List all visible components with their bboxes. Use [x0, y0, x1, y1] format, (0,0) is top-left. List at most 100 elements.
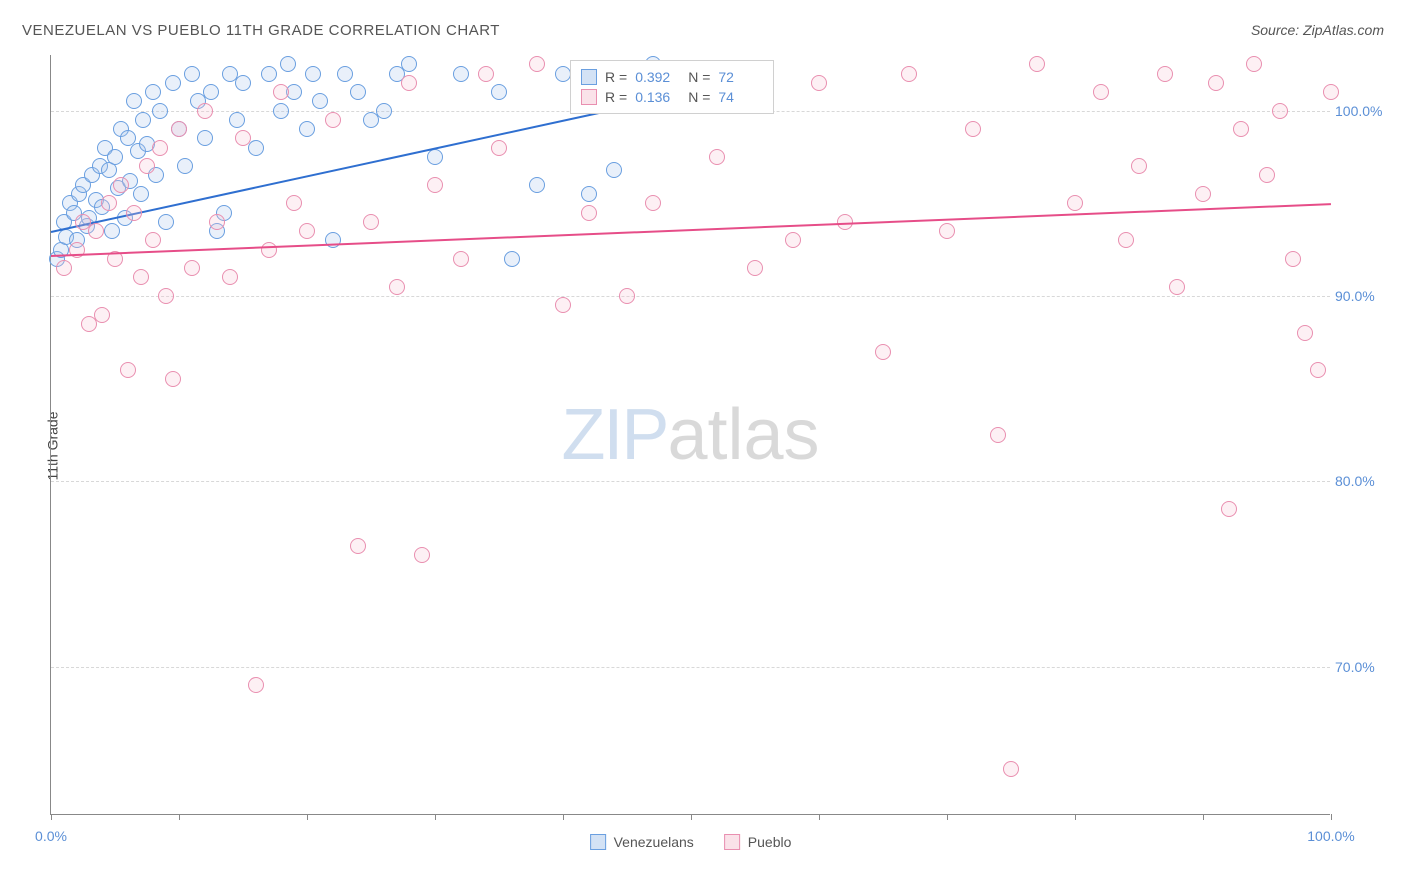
watermark-zip: ZIP	[561, 395, 667, 475]
x-tick	[1075, 814, 1076, 820]
x-tick	[563, 814, 564, 820]
watermark-atlas: atlas	[667, 395, 819, 475]
point-pueblo	[1157, 66, 1173, 82]
point-pueblo	[1131, 158, 1147, 174]
point-pueblo	[414, 547, 430, 563]
point-pueblo	[126, 205, 142, 221]
point-pueblo	[1208, 75, 1224, 91]
point-pueblo	[1323, 84, 1339, 100]
grid-line	[51, 481, 1330, 482]
point-pueblo	[747, 260, 763, 276]
point-venezuelans	[197, 130, 213, 146]
point-venezuelans	[261, 66, 277, 82]
point-pueblo	[197, 103, 213, 119]
stats-n-label: N =	[688, 69, 710, 85]
grid-line	[51, 296, 1330, 297]
point-venezuelans	[401, 56, 417, 72]
point-pueblo	[1029, 56, 1045, 72]
point-pueblo	[184, 260, 200, 276]
x-tick	[819, 814, 820, 820]
point-venezuelans	[273, 103, 289, 119]
point-venezuelans	[126, 93, 142, 109]
point-pueblo	[990, 427, 1006, 443]
point-pueblo	[453, 251, 469, 267]
y-tick-label: 70.0%	[1335, 659, 1390, 675]
point-pueblo	[235, 130, 251, 146]
legend-item-venezuelans: Venezuelans	[590, 834, 694, 850]
point-pueblo	[939, 223, 955, 239]
point-pueblo	[101, 195, 117, 211]
point-venezuelans	[504, 251, 520, 267]
stats-box: R = 0.392 N = 72 R = 0.136 N = 74	[570, 60, 774, 114]
chart-container: VENEZUELAN VS PUEBLO 11TH GRADE CORRELAT…	[0, 0, 1406, 892]
point-venezuelans	[555, 66, 571, 82]
point-venezuelans	[581, 186, 597, 202]
point-venezuelans	[177, 158, 193, 174]
point-pueblo	[133, 269, 149, 285]
legend-label-venezuelans: Venezuelans	[614, 834, 694, 850]
point-pueblo	[113, 177, 129, 193]
point-venezuelans	[184, 66, 200, 82]
point-venezuelans	[145, 84, 161, 100]
chart-title: VENEZUELAN VS PUEBLO 11TH GRADE CORRELAT…	[22, 22, 500, 39]
point-venezuelans	[312, 93, 328, 109]
point-pueblo	[139, 158, 155, 174]
point-pueblo	[389, 279, 405, 295]
point-pueblo	[94, 307, 110, 323]
stats-n-value-pueblo: 74	[718, 89, 763, 105]
stats-r-label-2: R =	[605, 89, 627, 105]
point-venezuelans	[453, 66, 469, 82]
watermark: ZIPatlas	[561, 394, 819, 476]
stats-row-venezuelans: R = 0.392 N = 72	[581, 67, 763, 87]
point-pueblo	[901, 66, 917, 82]
point-pueblo	[325, 112, 341, 128]
point-pueblo	[1246, 56, 1262, 72]
point-venezuelans	[376, 103, 392, 119]
trend-line-pueblo	[51, 203, 1331, 257]
point-venezuelans	[427, 149, 443, 165]
point-pueblo	[1221, 501, 1237, 517]
x-tick	[307, 814, 308, 820]
point-venezuelans	[133, 186, 149, 202]
x-tick	[947, 814, 948, 820]
point-pueblo	[88, 223, 104, 239]
point-pueblo	[1310, 362, 1326, 378]
point-pueblo	[120, 362, 136, 378]
legend-swatch-pueblo	[724, 834, 740, 850]
point-pueblo	[709, 149, 725, 165]
point-venezuelans	[491, 84, 507, 100]
point-pueblo	[1297, 325, 1313, 341]
point-pueblo	[1003, 761, 1019, 777]
point-pueblo	[491, 140, 507, 156]
point-venezuelans	[152, 103, 168, 119]
point-pueblo	[478, 66, 494, 82]
point-pueblo	[273, 84, 289, 100]
point-venezuelans	[165, 75, 181, 91]
y-tick-label: 100.0%	[1335, 103, 1390, 119]
x-tick-label: 0.0%	[35, 828, 67, 844]
point-pueblo	[645, 195, 661, 211]
grid-line	[51, 667, 1330, 668]
point-venezuelans	[158, 214, 174, 230]
y-tick-label: 90.0%	[1335, 288, 1390, 304]
point-pueblo	[56, 260, 72, 276]
point-pueblo	[1093, 84, 1109, 100]
x-tick	[51, 814, 52, 820]
point-venezuelans	[305, 66, 321, 82]
point-pueblo	[581, 205, 597, 221]
stats-n-value-venezuelans: 72	[718, 69, 763, 85]
legend-swatch-venezuelans	[590, 834, 606, 850]
point-pueblo	[529, 56, 545, 72]
x-tick	[179, 814, 180, 820]
point-pueblo	[209, 214, 225, 230]
point-pueblo	[261, 242, 277, 258]
point-venezuelans	[299, 121, 315, 137]
point-pueblo	[1195, 186, 1211, 202]
point-pueblo	[427, 177, 443, 193]
point-pueblo	[1067, 195, 1083, 211]
point-pueblo	[158, 288, 174, 304]
point-venezuelans	[248, 140, 264, 156]
source-credit: Source: ZipAtlas.com	[1251, 22, 1384, 38]
stats-r-value-pueblo: 0.136	[635, 89, 680, 105]
point-pueblo	[619, 288, 635, 304]
